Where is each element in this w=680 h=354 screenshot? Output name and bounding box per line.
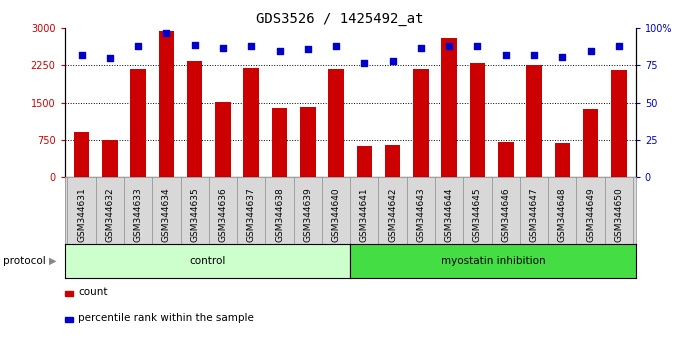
Bar: [611, 70, 626, 177]
Bar: [187, 61, 203, 177]
Text: GSM344644: GSM344644: [445, 187, 454, 241]
Text: GSM344634: GSM344634: [162, 187, 171, 242]
Bar: [441, 38, 457, 177]
Text: GSM344648: GSM344648: [558, 187, 566, 242]
Text: GSM344633: GSM344633: [134, 187, 143, 242]
Text: GSM344636: GSM344636: [218, 187, 227, 242]
Text: GSM344635: GSM344635: [190, 187, 199, 242]
Text: percentile rank within the sample: percentile rank within the sample: [78, 313, 254, 323]
Text: GSM344632: GSM344632: [105, 187, 114, 242]
Point: [76, 52, 87, 58]
Point: [245, 43, 256, 49]
Text: GSM344643: GSM344643: [416, 187, 426, 242]
Point: [528, 52, 539, 58]
Point: [472, 43, 483, 49]
Point: [387, 58, 398, 64]
Bar: [74, 132, 89, 177]
Bar: [102, 140, 118, 177]
Bar: [413, 69, 428, 177]
Text: GSM344638: GSM344638: [275, 187, 284, 242]
Text: GSM344650: GSM344650: [614, 187, 624, 242]
Bar: [272, 108, 287, 177]
Bar: [583, 109, 598, 177]
Text: control: control: [189, 256, 226, 266]
Point: [500, 52, 511, 58]
Bar: [300, 107, 316, 177]
Text: GSM344646: GSM344646: [501, 187, 510, 242]
Bar: [470, 63, 486, 177]
Bar: [243, 68, 259, 177]
Bar: [526, 65, 542, 177]
Text: ▶: ▶: [49, 256, 56, 266]
Point: [303, 46, 313, 52]
Point: [161, 30, 172, 36]
Bar: [131, 69, 146, 177]
Text: protocol: protocol: [3, 256, 46, 266]
Point: [133, 43, 143, 49]
Bar: [356, 146, 372, 177]
Bar: [328, 69, 344, 177]
Text: GSM344642: GSM344642: [388, 187, 397, 241]
Text: myostatin inhibition: myostatin inhibition: [441, 256, 545, 266]
Text: GDS3526 / 1425492_at: GDS3526 / 1425492_at: [256, 12, 424, 27]
Text: GSM344637: GSM344637: [247, 187, 256, 242]
Text: GSM344649: GSM344649: [586, 187, 595, 242]
Bar: [385, 145, 401, 177]
Text: GSM344639: GSM344639: [303, 187, 312, 242]
Point: [359, 60, 370, 65]
Point: [330, 43, 341, 49]
Bar: [554, 143, 570, 177]
Text: GSM344631: GSM344631: [77, 187, 86, 242]
Text: GSM344647: GSM344647: [530, 187, 539, 242]
Point: [274, 48, 285, 53]
Text: GSM344645: GSM344645: [473, 187, 482, 242]
Bar: [215, 102, 231, 177]
Point: [415, 45, 426, 51]
Text: count: count: [78, 287, 107, 297]
Point: [444, 43, 455, 49]
Text: GSM344640: GSM344640: [332, 187, 341, 242]
Bar: [498, 142, 513, 177]
Point: [189, 42, 200, 47]
Point: [613, 43, 624, 49]
Point: [585, 48, 596, 53]
Point: [218, 45, 228, 51]
Bar: [158, 31, 174, 177]
Point: [557, 54, 568, 59]
Point: [105, 55, 116, 61]
Text: GSM344641: GSM344641: [360, 187, 369, 242]
